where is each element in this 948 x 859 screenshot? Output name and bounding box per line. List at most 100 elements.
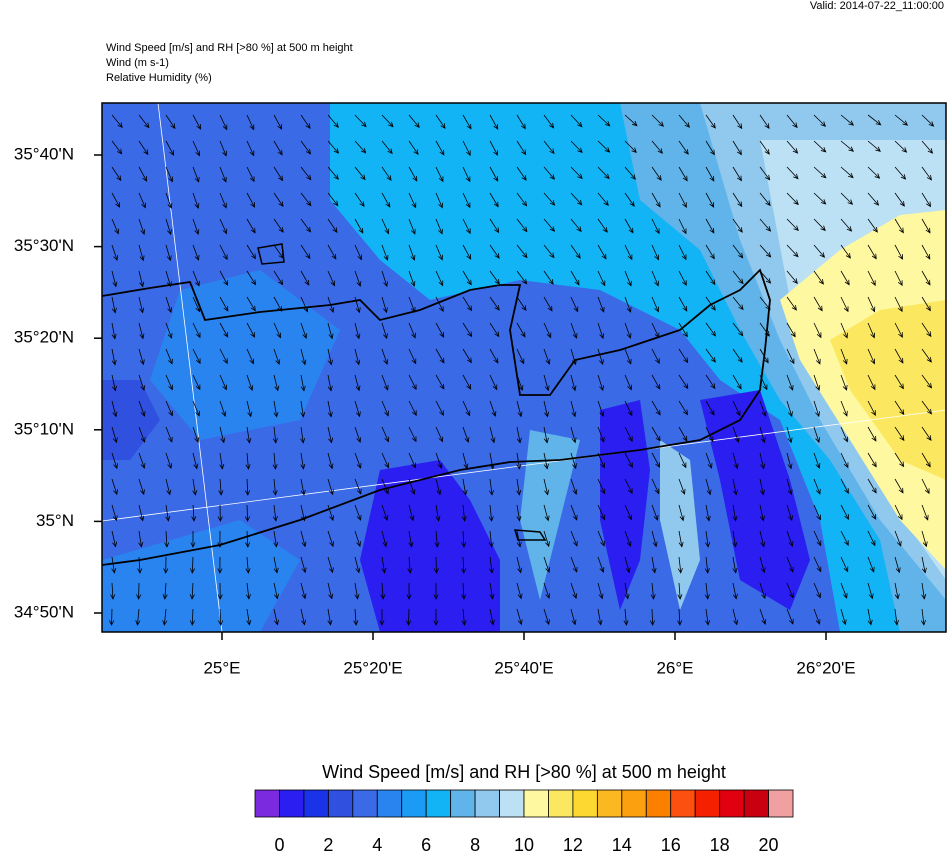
wind-arrow [327, 452, 334, 470]
wind-arrow [705, 426, 714, 443]
wind-arrow [434, 530, 440, 548]
wind-arrow [300, 374, 306, 392]
wind-arrow [867, 322, 875, 339]
wind-arrow [597, 270, 606, 287]
wind-arrow [732, 114, 743, 130]
wind-arrow [867, 192, 880, 206]
wind-arrow [759, 166, 771, 181]
wind-arrow [408, 218, 416, 235]
wind-arrow [516, 270, 528, 285]
wind-arrow [786, 166, 799, 180]
wind-arrow [894, 166, 907, 180]
wind-arrow [543, 608, 550, 626]
colorbar-swatch [548, 789, 574, 818]
wind-arrow [218, 478, 224, 496]
wind-arrow [300, 608, 307, 626]
wind-arrow [624, 400, 633, 417]
wind-arrow [516, 426, 522, 444]
wind-arrow [462, 426, 470, 443]
wind-arrow [650, 582, 656, 600]
wind-arrow [813, 582, 821, 599]
wind-arrow [516, 192, 528, 207]
wind-arrow [379, 608, 385, 626]
wind-arrow [219, 166, 227, 183]
wind-arrow [732, 504, 738, 522]
wind-arrow [921, 530, 928, 548]
wind-arrow [273, 270, 284, 286]
wind-arrow [813, 322, 822, 339]
wind-arrow [597, 582, 604, 600]
wind-arrow [192, 296, 201, 313]
wind-arrow [921, 218, 931, 234]
colorbar-tick-label: 20 [759, 835, 779, 854]
wind-arrow [867, 400, 876, 416]
wind-arrow [921, 400, 932, 415]
wind-arrow [813, 166, 827, 179]
lat-label: 34°50'N [14, 602, 74, 621]
wind-arrow [435, 114, 446, 129]
wind-arrow [111, 426, 118, 444]
wind-arrow [732, 322, 744, 337]
lon-label: 25°20'E [343, 658, 402, 677]
wind-arrow [678, 296, 688, 312]
wind-arrow [300, 452, 306, 470]
wind-arrow [327, 192, 339, 207]
wind-arrow [435, 400, 444, 416]
wind-arrow [651, 166, 662, 181]
wind-arrow [759, 244, 772, 258]
wind-arrow [624, 556, 631, 574]
wind-arrow [273, 166, 284, 182]
wind-arrow [597, 400, 605, 417]
wind-arrow [840, 426, 848, 443]
wind-arrow [543, 218, 556, 232]
wind-arrow [462, 166, 471, 183]
wind-arrow [624, 530, 632, 547]
wind-arrow [813, 452, 821, 469]
wind-arrow [759, 218, 772, 232]
wind-arrow [354, 296, 361, 314]
wind-arrow [217, 582, 223, 600]
wind-arrow [678, 374, 689, 390]
wind-arrow [813, 140, 827, 153]
wind-arrow [489, 192, 499, 208]
wind-arrow [435, 140, 445, 156]
wind-arrow [489, 348, 499, 364]
wind-arrow [461, 556, 467, 574]
wind-arrow [246, 608, 252, 626]
wind-arrow [678, 504, 685, 522]
wind-arrow [327, 426, 334, 444]
wind-arrow [165, 504, 171, 522]
wind-arrow [759, 296, 771, 311]
wind-arrow [543, 478, 550, 496]
wind-arrow [165, 270, 172, 288]
wind-arrow [516, 452, 522, 470]
wind-arrow [138, 374, 146, 392]
wind-arrow [353, 608, 359, 626]
colorbar-swatch [523, 789, 549, 818]
wind-arrow [272, 504, 278, 522]
wind-arrow [219, 452, 225, 470]
wind-arrow [624, 244, 633, 261]
wind-arrow [217, 504, 223, 522]
wind-arrow [651, 452, 661, 468]
wind-arrow [867, 114, 882, 126]
wind-arrow [138, 296, 145, 314]
wind-arrow [813, 426, 821, 444]
wind-arrow [219, 270, 229, 286]
wind-arrow [543, 192, 556, 206]
wind-arrow [840, 244, 851, 259]
wind-arrow [218, 608, 224, 626]
wind-arrow [246, 400, 253, 418]
colorbar-swatch [743, 789, 769, 818]
wind-arrow [189, 608, 195, 626]
colorbar: 0 2 4 6 8 10 12 14 16 18 20 [254, 789, 794, 855]
wind-arrow [597, 140, 611, 153]
wind-arrow [894, 140, 908, 153]
wind-arrow [678, 400, 688, 416]
wind-arrow [164, 530, 170, 548]
wind-arrow [921, 504, 929, 521]
wind-arrow [813, 296, 823, 312]
wind-arrow [354, 348, 361, 366]
wind-arrow [813, 270, 824, 285]
wind-arrow [162, 582, 168, 600]
